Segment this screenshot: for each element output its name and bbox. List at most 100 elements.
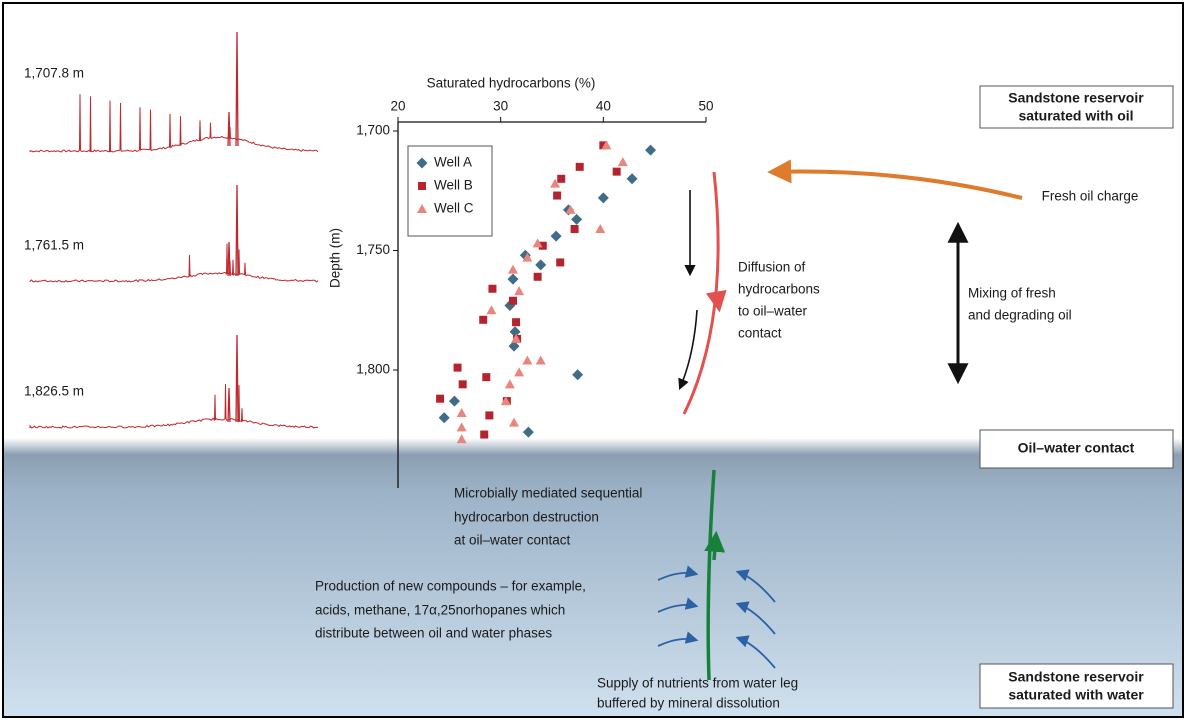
chromatogram xyxy=(29,384,319,429)
spectrum-label: 1,761.5 m xyxy=(24,238,84,253)
marker xyxy=(479,315,488,324)
marker xyxy=(535,355,546,365)
marker xyxy=(453,363,462,372)
annotation: Microbially mediated sequential xyxy=(454,486,642,501)
arrow xyxy=(706,469,716,681)
marker xyxy=(533,272,542,281)
annotation: contact xyxy=(738,326,782,341)
marker xyxy=(550,230,562,242)
marker xyxy=(575,162,584,171)
x-axis-label: Saturated hydrocarbons (%) xyxy=(427,76,596,91)
marker xyxy=(550,178,561,188)
arrow xyxy=(705,289,727,313)
annotation: distribute between oil and water phases xyxy=(315,626,552,641)
y-tick-label: 1,700 xyxy=(356,123,390,138)
marker xyxy=(486,305,497,315)
legend-label: Well A xyxy=(434,155,472,170)
marker xyxy=(572,369,584,381)
annotation: Fresh oil charge xyxy=(1042,189,1139,204)
y-tick-label: 1,750 xyxy=(356,242,390,257)
arrow xyxy=(704,530,726,561)
marker xyxy=(507,273,519,285)
marker xyxy=(458,380,467,389)
chromatograms: 1,707.8 m 1,761.5 m 1,826.5 m xyxy=(24,31,319,429)
peak xyxy=(227,184,239,277)
marker xyxy=(514,367,525,377)
marker xyxy=(617,157,628,167)
marker xyxy=(557,174,566,183)
x-tick-label: 50 xyxy=(698,99,713,114)
marker xyxy=(482,373,491,382)
marker xyxy=(480,430,489,439)
box-label: saturated with oil xyxy=(1018,108,1133,124)
annotation: to oil–water xyxy=(738,304,808,319)
annotation: hydrocarbons xyxy=(738,282,820,297)
arrow xyxy=(678,309,698,391)
box xyxy=(979,429,1174,469)
annotation: Supply of nutrients from water leg xyxy=(597,676,798,691)
legend-label: Well C xyxy=(434,201,474,216)
marker xyxy=(509,326,521,338)
marker xyxy=(511,333,522,343)
marker xyxy=(522,252,533,262)
box-label: saturated with water xyxy=(1008,687,1144,703)
box-label: Sandstone reservoir xyxy=(1008,669,1144,685)
x-tick-label: 30 xyxy=(493,99,508,114)
marker xyxy=(595,223,606,233)
marker xyxy=(504,379,515,389)
annotation: hydrocarbon destruction xyxy=(454,510,599,525)
annotation: acids, methane, 17α,25norhopanes which xyxy=(315,603,565,618)
scatter-chart: Saturated hydrocarbons (%) Depth (m) 20 30 4… xyxy=(328,76,714,488)
marker xyxy=(612,167,621,176)
legend-label: Well B xyxy=(434,178,473,193)
marker xyxy=(438,412,450,424)
arrows xyxy=(657,565,776,669)
marker xyxy=(626,173,638,185)
marker xyxy=(597,192,609,204)
marker xyxy=(485,411,494,420)
box-label: Oil–water contact xyxy=(1018,440,1135,456)
marker xyxy=(508,340,520,352)
marker xyxy=(556,258,565,267)
annotation: Production of new compounds – for exampl… xyxy=(315,579,586,594)
marker xyxy=(512,318,521,327)
y-tick-label: 1,800 xyxy=(356,362,390,377)
box xyxy=(979,85,1174,129)
legend-marker xyxy=(418,182,426,190)
marker xyxy=(522,426,534,438)
annotation: and degrading oil xyxy=(968,308,1072,323)
x-tick-label: 20 xyxy=(390,99,405,114)
marker xyxy=(553,191,562,200)
marker xyxy=(508,296,517,305)
peak xyxy=(227,31,239,147)
marker xyxy=(522,355,533,365)
peak xyxy=(227,334,239,423)
arrow xyxy=(682,171,720,415)
marker xyxy=(565,204,576,214)
box-label: Sandstone reservoir xyxy=(1008,90,1144,106)
marker xyxy=(507,264,518,274)
x-tick-label: 40 xyxy=(596,99,611,114)
annotation: Mixing of fresh xyxy=(968,286,1056,301)
marker xyxy=(601,140,612,150)
marker xyxy=(456,434,467,444)
marker xyxy=(571,213,583,225)
marker xyxy=(532,238,543,248)
marker xyxy=(456,422,467,432)
marker xyxy=(509,417,520,427)
box xyxy=(979,663,1174,709)
chromatogram xyxy=(29,94,319,153)
legend-marker xyxy=(417,204,427,213)
arrow xyxy=(767,159,1023,200)
marker xyxy=(514,286,525,296)
annotation: at oil–water contact xyxy=(454,533,571,548)
spectrum-label: 1,707.8 m xyxy=(24,66,84,81)
marker xyxy=(448,395,460,407)
annotation: Diffusion of xyxy=(738,260,806,275)
marker xyxy=(456,408,467,418)
marker xyxy=(535,259,547,271)
marker xyxy=(500,396,511,406)
y-axis-label: Depth (m) xyxy=(328,228,343,288)
